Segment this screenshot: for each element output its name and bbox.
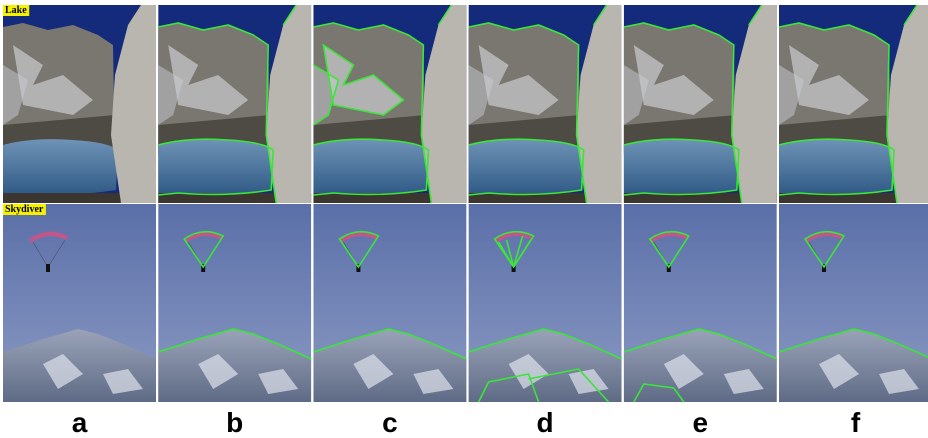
image-panel	[469, 5, 622, 203]
image-panel	[313, 204, 466, 402]
photo	[3, 204, 156, 402]
photo	[158, 204, 311, 402]
column-label: f	[851, 407, 861, 438]
photo	[624, 5, 777, 203]
image-panel	[624, 204, 777, 402]
image-panel	[469, 204, 622, 402]
photo	[469, 204, 622, 402]
image-panel	[158, 204, 311, 402]
photo	[313, 204, 466, 402]
photo	[3, 5, 156, 203]
photo	[779, 5, 928, 203]
panel-grid: Lake Skydiver a b c d e f	[3, 5, 928, 438]
photo	[469, 5, 622, 203]
column-label: c	[382, 407, 398, 438]
column-label: a	[72, 407, 88, 438]
row-label: Lake	[5, 5, 27, 16]
figure: Lake Skydiver a b c d e f	[0, 0, 928, 438]
photo	[313, 5, 466, 203]
image-panel	[158, 5, 311, 203]
image-panel	[3, 204, 156, 402]
image-panel	[313, 5, 466, 203]
column-label: d	[537, 407, 554, 438]
photo	[624, 204, 777, 402]
image-panel	[624, 5, 777, 203]
column-label: b	[226, 407, 243, 438]
photo	[779, 204, 928, 402]
image-panel	[3, 5, 156, 203]
image-panel	[779, 204, 928, 402]
column-label: e	[693, 407, 709, 438]
image-panel	[779, 5, 928, 203]
photo	[158, 5, 311, 203]
row-label: Skydiver	[5, 204, 44, 215]
